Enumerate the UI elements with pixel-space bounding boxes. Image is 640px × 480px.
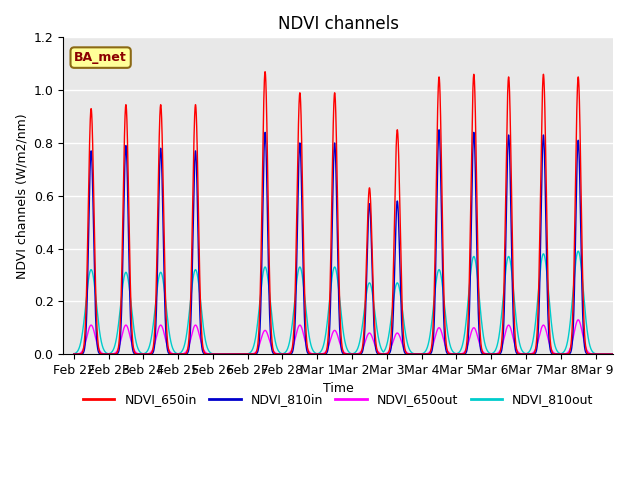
Title: NDVI channels: NDVI channels bbox=[278, 15, 399, 33]
Text: BA_met: BA_met bbox=[74, 51, 127, 64]
X-axis label: Time: Time bbox=[323, 383, 353, 396]
Legend: NDVI_650in, NDVI_810in, NDVI_650out, NDVI_810out: NDVI_650in, NDVI_810in, NDVI_650out, NDV… bbox=[78, 388, 598, 411]
Y-axis label: NDVI channels (W/m2/nm): NDVI channels (W/m2/nm) bbox=[15, 113, 28, 278]
